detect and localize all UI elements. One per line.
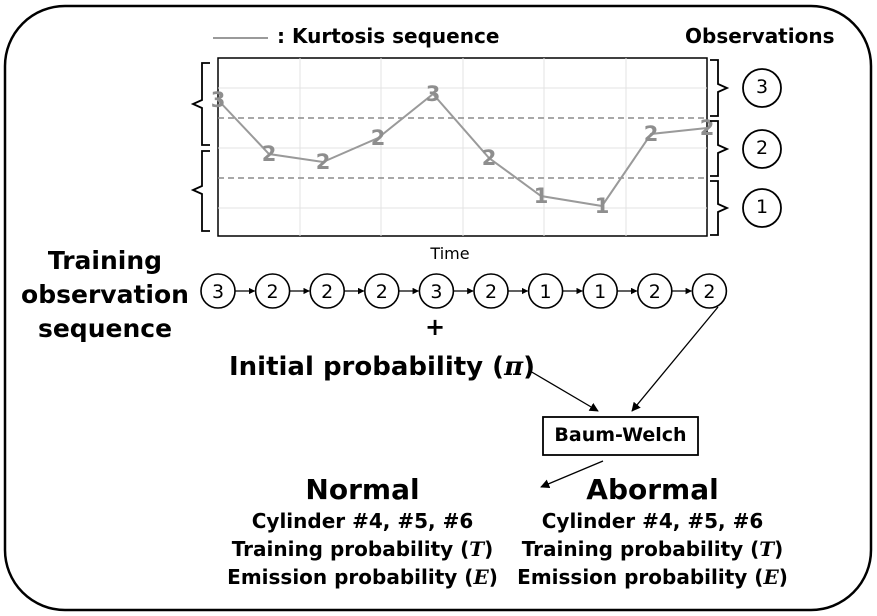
kurtosis-point-label: 2 [371, 126, 386, 150]
abnormal-cylinders: Cylinder #4, #5, #6 [541, 509, 764, 533]
arrow-pi-to-baumwelch [529, 370, 599, 412]
observations-title: Observations [685, 24, 835, 48]
normal-training-close: ) [484, 537, 494, 561]
abnormal-results: Abormal Cylinder #4, #5, #6 Training pro… [505, 473, 800, 591]
training-sequence-chain: 3 2 2 2 3 2 1 1 2 2 [200, 273, 728, 309]
abnormal-emission-label: Emission probability ( [517, 565, 764, 589]
abnormal-emission-close: ) [778, 565, 788, 589]
kurtosis-point-label: 2 [482, 146, 497, 170]
right-braces [710, 59, 730, 236]
training-title-line-1: Training [47, 246, 163, 275]
legend-label: : Kurtosis sequence [277, 24, 500, 48]
initial-probability-text: Initial probability ( [229, 352, 505, 382]
training-title-line-2: observation [21, 280, 189, 309]
kurtosis-point-label: 3 [211, 88, 226, 112]
initial-probability-close: ) [523, 352, 535, 382]
arrow-baumwelch-to-results [540, 460, 604, 489]
plus-sign: + [424, 313, 446, 341]
abnormal-emission-symbol: E [763, 565, 779, 589]
plot-gridlines [218, 58, 707, 236]
baum-welch-label: Baum-Welch [554, 424, 687, 446]
training-title: Training observation sequence [10, 244, 200, 346]
observation-level-1: 1 [755, 196, 769, 218]
kurtosis-point-label: 2 [644, 122, 659, 146]
observation-level-3: 3 [755, 76, 769, 98]
abnormal-training-close: ) [774, 537, 784, 561]
sequence-node-label: 2 [376, 281, 388, 303]
normal-training-symbol: T [469, 537, 485, 561]
sequence-node-label: 2 [485, 281, 497, 303]
initial-probability-label: Initial probability (π) [229, 352, 535, 382]
kurtosis-point-label: 2 [262, 142, 277, 166]
abnormal-title: Abormal [586, 473, 719, 506]
observation-circles [742, 68, 782, 228]
training-title-line-3: sequence [37, 314, 173, 343]
abnormal-training-label: Training probability ( [521, 537, 760, 561]
normal-title: Normal [305, 473, 420, 506]
arrow-sequence-to-baumwelch [631, 306, 719, 412]
kurtosis-point-label: 1 [534, 184, 549, 208]
kurtosis-series-line [217, 92, 708, 208]
x-axis-label: Time [430, 244, 470, 263]
normal-emission-probability: Emission probability (E) [215, 563, 510, 591]
sequence-node-label: 2 [703, 281, 715, 303]
abnormal-emission-probability: Emission probability (E) [505, 563, 800, 591]
observation-level-2: 2 [755, 137, 769, 159]
sequence-node-label: 1 [594, 281, 606, 303]
sequence-node-label: 2 [267, 281, 279, 303]
normal-emission-close: ) [488, 565, 498, 589]
kurtosis-point-label: 2 [700, 116, 715, 140]
sequence-node [691, 273, 728, 309]
pi-symbol: π [504, 352, 524, 382]
abnormal-training-probability: Training probability (T) [505, 535, 800, 563]
normal-training-probability: Training probability (T) [215, 535, 510, 563]
normal-emission-symbol: E [473, 565, 489, 589]
kurtosis-point-labels: 3 2 2 2 3 2 1 1 2 2 [211, 82, 715, 218]
normal-cylinders: Cylinder #4, #5, #6 [251, 509, 474, 533]
sequence-node-label: 1 [540, 281, 552, 303]
kurtosis-plot: 3 2 2 2 3 2 1 1 2 2 [211, 57, 715, 237]
normal-emission-label: Emission probability ( [227, 565, 474, 589]
sequence-node-label: 2 [321, 281, 333, 303]
kurtosis-point-label: 2 [316, 150, 331, 174]
sequence-node-label: 2 [649, 281, 661, 303]
kurtosis-point-label: 3 [426, 82, 441, 106]
left-braces [190, 62, 210, 232]
sequence-node-label: 3 [430, 281, 442, 303]
sequence-node-label: 3 [212, 281, 224, 303]
normal-training-label: Training probability ( [231, 537, 470, 561]
normal-results: Normal Cylinder #4, #5, #6 Training prob… [215, 473, 510, 591]
outer-frame [3, 4, 873, 612]
abnormal-training-symbol: T [759, 537, 775, 561]
baum-welch-box [542, 416, 699, 456]
kurtosis-point-label: 1 [595, 194, 610, 218]
